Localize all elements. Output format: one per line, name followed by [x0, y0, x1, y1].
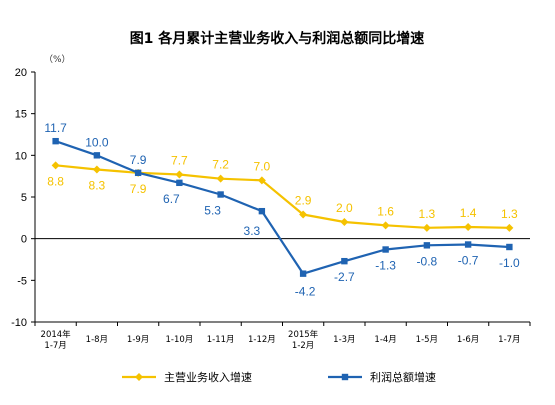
data-point — [505, 223, 514, 232]
data-point — [93, 152, 101, 159]
data-point — [464, 223, 473, 231]
series-layer — [51, 137, 514, 277]
data-label: 6.7 — [163, 192, 180, 206]
y-tick-label: 0 — [21, 234, 27, 246]
data-label: -0.7 — [458, 254, 479, 268]
x-tick-label: 1-2月 — [292, 341, 314, 351]
data-point — [382, 246, 389, 253]
legend: 主营业务收入增速 利润总额增速 — [122, 370, 436, 384]
data-label: 8.8 — [47, 174, 64, 188]
data-label: 7.2 — [212, 158, 229, 172]
y-tick-label: -10 — [11, 317, 27, 329]
data-label: 1.3 — [501, 207, 518, 221]
data-label: 5.3 — [204, 204, 221, 218]
data-label: 2.0 — [336, 201, 353, 215]
data-label: 7.0 — [254, 159, 271, 173]
series-line — [55, 140, 510, 275]
series-profit — [52, 137, 513, 277]
data-point — [299, 210, 308, 219]
x-tick-label: 1-7月 — [498, 335, 520, 345]
y-tick-label: 10 — [15, 150, 27, 162]
data-label: 1.6 — [377, 204, 394, 218]
series-revenue — [51, 161, 514, 232]
y-tick-label: -5 — [17, 275, 27, 287]
y-tick-label: 15 — [15, 109, 27, 121]
data-point — [217, 191, 224, 198]
data-point — [216, 174, 225, 183]
data-point — [299, 270, 307, 277]
series-line — [55, 164, 510, 229]
data-point — [422, 223, 431, 232]
data-point — [506, 243, 513, 251]
x-tick-label: 1-8月 — [86, 335, 108, 345]
data-point — [257, 176, 266, 185]
data-point — [464, 241, 472, 248]
chart-title: 图1 各月累计主营业务收入与利润总额同比增速 — [130, 30, 425, 47]
data-label: -0.8 — [417, 254, 438, 268]
data-label: -2.7 — [334, 270, 355, 284]
data-point — [423, 242, 431, 249]
data-point — [175, 170, 184, 179]
data-label: -1.0 — [499, 256, 520, 270]
data-point — [341, 373, 349, 381]
y-unit-label: （%） — [44, 54, 71, 65]
data-point — [52, 137, 59, 145]
data-point — [134, 169, 142, 177]
data-label: 1.4 — [460, 206, 477, 220]
data-label: -1.3 — [375, 259, 396, 273]
legend-item: 主营业务收入增速 — [122, 370, 252, 384]
x-tick-label: 2015年 — [288, 329, 319, 340]
x-tick-label: 1-11月 — [207, 335, 235, 345]
legend-label: 主营业务收入增速 — [164, 370, 252, 384]
legend-label: 利润总额增速 — [370, 370, 436, 384]
x-tick-label: 1-6月 — [457, 335, 479, 345]
x-tick-label: 2014年 — [41, 329, 72, 340]
x-tick-label: 1-5月 — [416, 335, 438, 345]
x-tick-label: 1-7月 — [44, 341, 66, 351]
data-point — [340, 218, 349, 226]
x-tick-label: 1-10月 — [165, 335, 193, 345]
data-point — [341, 257, 348, 265]
x-tick-label: 1-3月 — [333, 335, 355, 345]
y-tick-label: 20 — [15, 67, 27, 79]
data-label: 10.0 — [85, 135, 109, 149]
data-point — [176, 179, 183, 187]
data-point — [92, 165, 101, 174]
data-point — [258, 207, 266, 215]
data-label: 1.3 — [419, 207, 436, 221]
x-tick-label: 1-12月 — [248, 335, 276, 345]
x-tick-label: 1-4月 — [374, 335, 396, 345]
data-label: 11.7 — [44, 121, 67, 135]
data-label: 8.3 — [89, 179, 106, 193]
data-label: 7.9 — [130, 153, 147, 167]
data-point — [381, 221, 390, 230]
data-label: -4.2 — [295, 285, 316, 299]
data-point — [51, 161, 60, 170]
data-label: 3.3 — [244, 224, 261, 238]
legend-item: 利润总额增速 — [328, 370, 436, 384]
data-point — [135, 373, 143, 381]
y-tick-label: 5 — [21, 192, 27, 204]
data-label: 7.9 — [130, 182, 147, 196]
data-labels: 8.8 8.3 7.9 7.7 7.2 7.0 2.9 2.0 1.6 1.3 1.4 1.3 11.7… — [44, 121, 520, 298]
data-label: 7.7 — [171, 154, 188, 168]
x-tick-label: 1-9月 — [127, 335, 149, 345]
data-label: 2.9 — [295, 194, 312, 208]
